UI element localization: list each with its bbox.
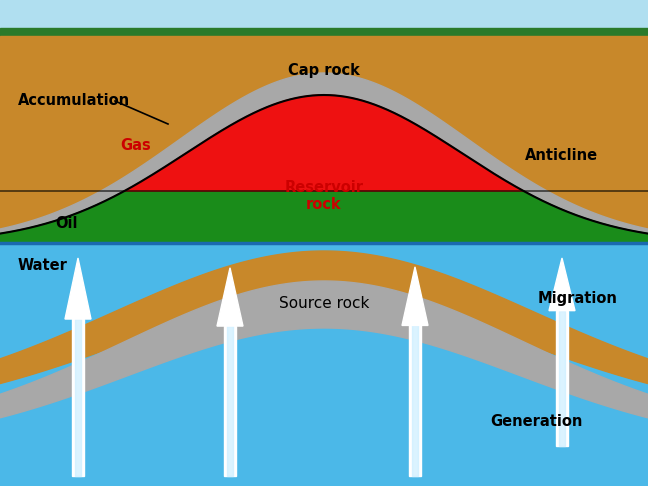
Polygon shape	[0, 73, 648, 234]
Bar	[0, 36, 648, 243]
Text: Oil: Oil	[55, 216, 78, 231]
Bar	[0, 28, 648, 36]
Text: Migration: Migration	[538, 291, 618, 306]
Text: Accumulation: Accumulation	[18, 93, 130, 108]
Polygon shape	[0, 251, 648, 383]
Bar	[72, 319, 84, 476]
Polygon shape	[549, 258, 575, 311]
Bar	[556, 311, 568, 446]
Bar	[224, 326, 236, 476]
Polygon shape	[0, 191, 648, 243]
Bar	[75, 319, 81, 476]
Text: Gas: Gas	[120, 139, 151, 154]
Text: Generation: Generation	[490, 414, 583, 429]
Text: Reservoir
rock: Reservoir rock	[284, 180, 364, 212]
Polygon shape	[217, 268, 243, 326]
Bar	[0, 243, 648, 486]
Polygon shape	[124, 95, 524, 191]
Text: Anticline: Anticline	[525, 149, 598, 163]
Polygon shape	[0, 281, 648, 418]
Text: Source rock: Source rock	[279, 295, 369, 311]
Text: Cap rock: Cap rock	[288, 64, 360, 79]
Bar	[559, 311, 565, 446]
Polygon shape	[65, 258, 91, 319]
Text: Water: Water	[18, 258, 68, 273]
Polygon shape	[402, 267, 428, 326]
Bar	[409, 326, 421, 476]
Bar	[411, 326, 419, 476]
Bar	[227, 326, 233, 476]
Bar	[0, 0, 648, 28]
